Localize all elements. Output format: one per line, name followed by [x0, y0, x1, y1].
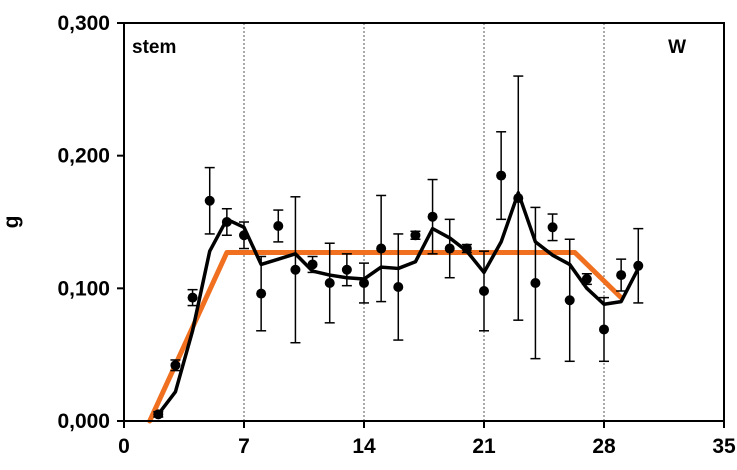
data-point: [170, 360, 181, 371]
y-tick-label: 0,300: [57, 12, 110, 35]
data-point: [461, 243, 472, 254]
y-axis-label: g: [0, 216, 23, 229]
y-tick-label: 0,200: [57, 145, 110, 168]
data-points: [153, 170, 644, 420]
data-point: [393, 282, 404, 293]
y-tick-label: 0,000: [57, 410, 110, 433]
data-point: [359, 278, 369, 289]
model-fit-line: [147, 250, 624, 424]
x-tick-label: 21: [472, 435, 496, 458]
y-tick-label: 0,100: [57, 277, 110, 300]
data-point: [239, 230, 249, 241]
data-point: [427, 211, 438, 222]
axes: 0 7 14 21 28 35 0,000 0,100 0,200 0,300: [57, 12, 736, 458]
data-point: [616, 270, 627, 281]
panel-label: stem: [132, 37, 176, 58]
data-point: [187, 292, 198, 303]
plot-area: [124, 23, 724, 421]
data-point: [513, 193, 524, 204]
data-point: [341, 264, 352, 275]
data-point: [599, 324, 609, 335]
data-point: [479, 285, 489, 296]
data-point: [221, 217, 232, 227]
data-point: [530, 278, 541, 289]
data-point: [444, 243, 455, 254]
data-point: [153, 409, 164, 420]
plot-frame: [123, 22, 725, 422]
x-tick-label: 14: [352, 435, 376, 458]
data-point: [633, 260, 644, 271]
x-tick-label: 28: [592, 435, 616, 458]
data-point: [290, 264, 301, 275]
data-point: [376, 243, 387, 254]
data-point: [547, 222, 558, 233]
data-point: [307, 259, 318, 270]
data-point: [496, 170, 507, 181]
model-fit-series: [147, 250, 624, 424]
data-point: [204, 195, 215, 206]
x-tick-label: 35: [712, 435, 736, 458]
data-point: [410, 230, 421, 241]
panel-tag: W: [668, 37, 686, 58]
x-tick-label: 0: [118, 435, 130, 458]
data-point: [256, 288, 267, 299]
data-point: [324, 278, 335, 289]
data-point: [273, 220, 284, 231]
data-point: [581, 274, 592, 285]
data-point: [564, 295, 575, 306]
x-tick-label: 7: [238, 435, 250, 458]
